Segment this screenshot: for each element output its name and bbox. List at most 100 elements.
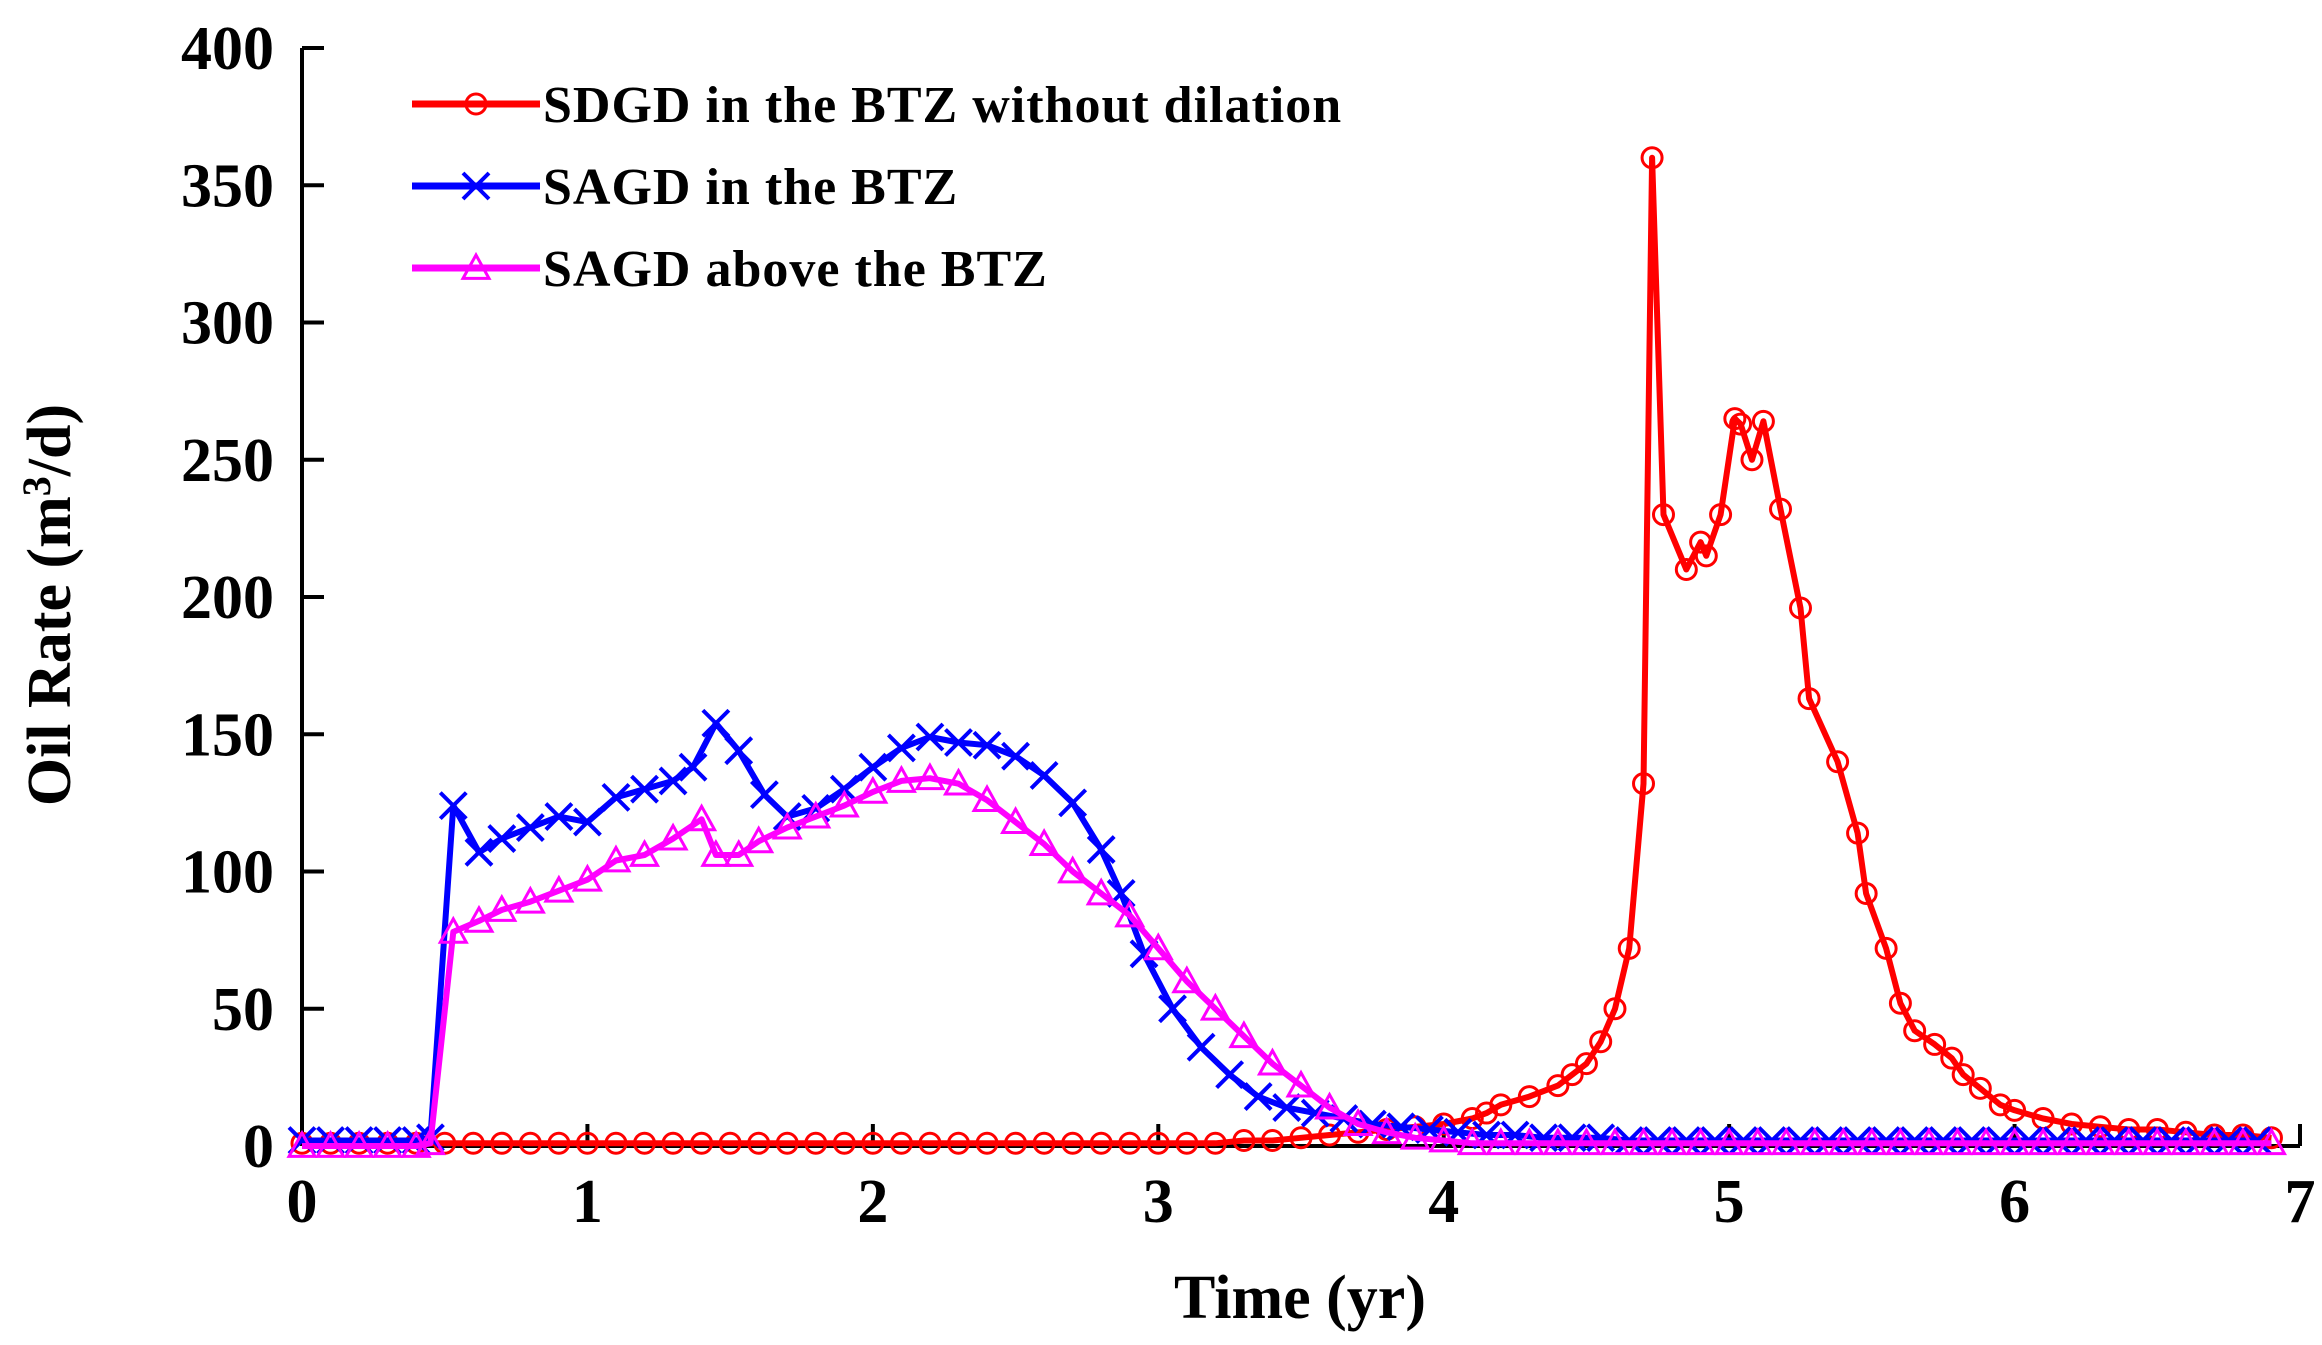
sagd-above-btz-point-52 <box>1713 1127 1745 1156</box>
sagd-in-btz-point-33 <box>1158 994 1187 1024</box>
y-tick-label: 50 <box>212 976 274 1044</box>
sdgd-btz-no-dilation-point-64 <box>1797 687 1821 711</box>
sdgd-btz-no-dilation-point-54 <box>1674 558 1698 582</box>
sagd-in-btz-point-10 <box>544 802 574 832</box>
sagd-in-btz-point-28 <box>1029 761 1059 790</box>
sagd-in-btz-point-46 <box>1529 1123 1559 1153</box>
sdgd-btz-no-dilation-point-16 <box>747 1131 771 1155</box>
sdgd-btz-no-dilation-point-44 <box>1517 1085 1541 1109</box>
sdgd-btz-no-dilation-point-34 <box>1260 1129 1284 1153</box>
sdgd-btz-no-dilation-point-46 <box>1560 1063 1584 1087</box>
sdgd-btz-no-dilation-point-29 <box>1118 1131 1142 1155</box>
x-tick-label: 5 <box>1714 1168 1745 1236</box>
sagd-in-btz-point-27 <box>1001 741 1030 771</box>
sdgd-btz-no-dilation-point-15 <box>718 1131 742 1155</box>
sagd-above-btz-point-30 <box>1085 877 1117 906</box>
sdgd-btz-no-dilation-point-33 <box>1232 1129 1256 1153</box>
sagd-above-btz-point-38 <box>1313 1091 1346 1120</box>
axes: 0 50 100 150 200 250 300 350 400 0 1 2 3 4 5 6 7 <box>181 15 2316 1236</box>
legend: SDGD in the BTZ without dilation SAGD in … <box>412 77 1342 298</box>
y-tick-label: 300 <box>181 290 274 358</box>
sdgd-btz-no-dilation-point-17 <box>775 1131 799 1155</box>
sagd-above-btz-point-67 <box>2141 1127 2173 1156</box>
sagd-in-btz-point-30 <box>1086 835 1116 864</box>
sdgd-btz-no-dilation-point-56 <box>1694 544 1718 568</box>
y-tick-label: 0 <box>243 1113 274 1181</box>
sagd-in-btz-point-29 <box>1058 788 1088 818</box>
sdgd-btz-no-dilation-point-47 <box>1574 1052 1598 1076</box>
y-axis-title-suffix: /d) <box>16 404 84 477</box>
sdgd-btz-no-dilation-point-73 <box>1951 1063 1975 1087</box>
sdgd-btz-no-dilation-point-65 <box>1826 750 1850 774</box>
x-tick-label: 6 <box>1999 1168 2030 1236</box>
sagd-above-btz-point-47 <box>1570 1127 1602 1156</box>
sagd-above-btz-point-43 <box>1456 1127 1488 1156</box>
sdgd-btz-no-dilation-point-57 <box>1709 503 1733 527</box>
sagd-above-btz-point-40 <box>1371 1116 1403 1145</box>
legend-label-sagd-in-btz: SAGD in the BTZ <box>543 159 958 216</box>
sdgd-btz-no-dilation-point-70 <box>1903 1019 1927 1043</box>
sdgd-btz-no-dilation-point-74 <box>1968 1076 1992 1100</box>
sagd-above-btz-point-34 <box>1199 992 1231 1021</box>
sagd-above-btz-point-13 <box>628 838 661 867</box>
sagd-in-btz-point-48 <box>1586 1123 1616 1153</box>
sdgd-btz-no-dilation-point-75 <box>1988 1093 2012 1117</box>
sagd-above-btz-point-15 <box>686 803 718 832</box>
sdgd-btz-no-dilation-point-21 <box>889 1131 913 1155</box>
sagd-in-btz-point-35 <box>1215 1060 1245 1090</box>
y-axis-title-main: Oil Rate (m <box>16 496 84 806</box>
sagd-above-btz-point-26 <box>971 784 1003 813</box>
legend-label-sdgd-btz-no-dilation: SDGD in the BTZ without dilation <box>543 77 1342 134</box>
sagd-above-btz-point-0 <box>286 1129 318 1158</box>
sagd-in-btz-point-7 <box>464 837 494 867</box>
sdgd-btz-no-dilation-point-14 <box>690 1131 714 1155</box>
sdgd-btz-no-dilation-point-53 <box>1651 503 1675 527</box>
sdgd-btz-no-dilation-point-13 <box>661 1131 685 1155</box>
sagd-in-btz-point-15 <box>678 752 708 782</box>
x-tick-label: 3 <box>1143 1168 1174 1236</box>
sdgd-btz-no-dilation-point-45 <box>1546 1074 1570 1098</box>
sagd-in-btz-series <box>287 708 2272 1155</box>
y-tick-label: 150 <box>181 701 274 769</box>
sagd-above-btz-point-22 <box>857 775 889 804</box>
sagd-above-btz-point-45 <box>1513 1127 1545 1156</box>
sagd-above-btz-point-35 <box>1228 1020 1260 1049</box>
sagd-above-btz-point-58 <box>1884 1127 1916 1156</box>
sagd-above-btz-point-33 <box>1171 965 1203 994</box>
sagd-in-btz-point-18 <box>749 780 779 810</box>
legend-label-sagd-above-btz: SAGD above the BTZ <box>543 241 1048 298</box>
sdgd-btz-no-dilation-point-18 <box>804 1131 828 1155</box>
sagd-in-btz-point-23 <box>886 733 916 763</box>
sdgd-btz-no-dilation-point-23 <box>946 1131 970 1155</box>
sdgd-btz-no-dilation-point-12 <box>633 1131 657 1155</box>
sagd-above-btz-point-9 <box>514 885 546 914</box>
sagd-above-btz-point-69 <box>2198 1127 2230 1156</box>
sagd-above-btz-point-6 <box>437 915 469 944</box>
sagd-above-btz-point-66 <box>2113 1127 2145 1156</box>
sagd-above-btz-point-39 <box>1342 1107 1374 1136</box>
sagd-above-btz-point-14 <box>657 822 689 851</box>
sagd-in-btz-point-17 <box>724 736 754 766</box>
sdgd-btz-no-dilation-point-43 <box>1489 1093 1513 1117</box>
sagd-above-btz-point-28 <box>1028 827 1060 856</box>
sdgd-btz-no-dilation-point-62 <box>1769 497 1793 521</box>
sdgd-btz-no-dilation-point-51 <box>1632 772 1656 796</box>
y-axis-title: Oil Rate (m3/d) <box>14 404 84 806</box>
sagd-above-btz-point-64 <box>2056 1127 2088 1156</box>
x-tick-label: 4 <box>1428 1168 1459 1236</box>
y-tick-label: 350 <box>181 152 274 220</box>
sdgd-btz-no-dilation-point-58 <box>1723 407 1747 431</box>
sdgd-btz-no-dilation-point-50 <box>1617 936 1641 960</box>
sdgd-btz-no-dilation-point-78 <box>2060 1112 2084 1136</box>
sdgd-btz-no-dilation-series <box>290 146 2283 1155</box>
sdgd-btz-no-dilation-point-71 <box>1923 1032 1947 1056</box>
x-tick-label: 7 <box>2285 1168 2316 1236</box>
sagd-above-btz-point-54 <box>1770 1127 1802 1156</box>
sagd-in-btz-point-24 <box>915 722 945 752</box>
legend-item-sdgd-btz-no-dilation: SDGD in the BTZ without dilation <box>412 77 1342 134</box>
sagd-above-btz-point-51 <box>1685 1127 1717 1156</box>
sagd-in-btz-point-25 <box>944 728 973 757</box>
x-tick-label: 0 <box>287 1168 318 1236</box>
sagd-above-btz-point-31 <box>1114 899 1146 928</box>
